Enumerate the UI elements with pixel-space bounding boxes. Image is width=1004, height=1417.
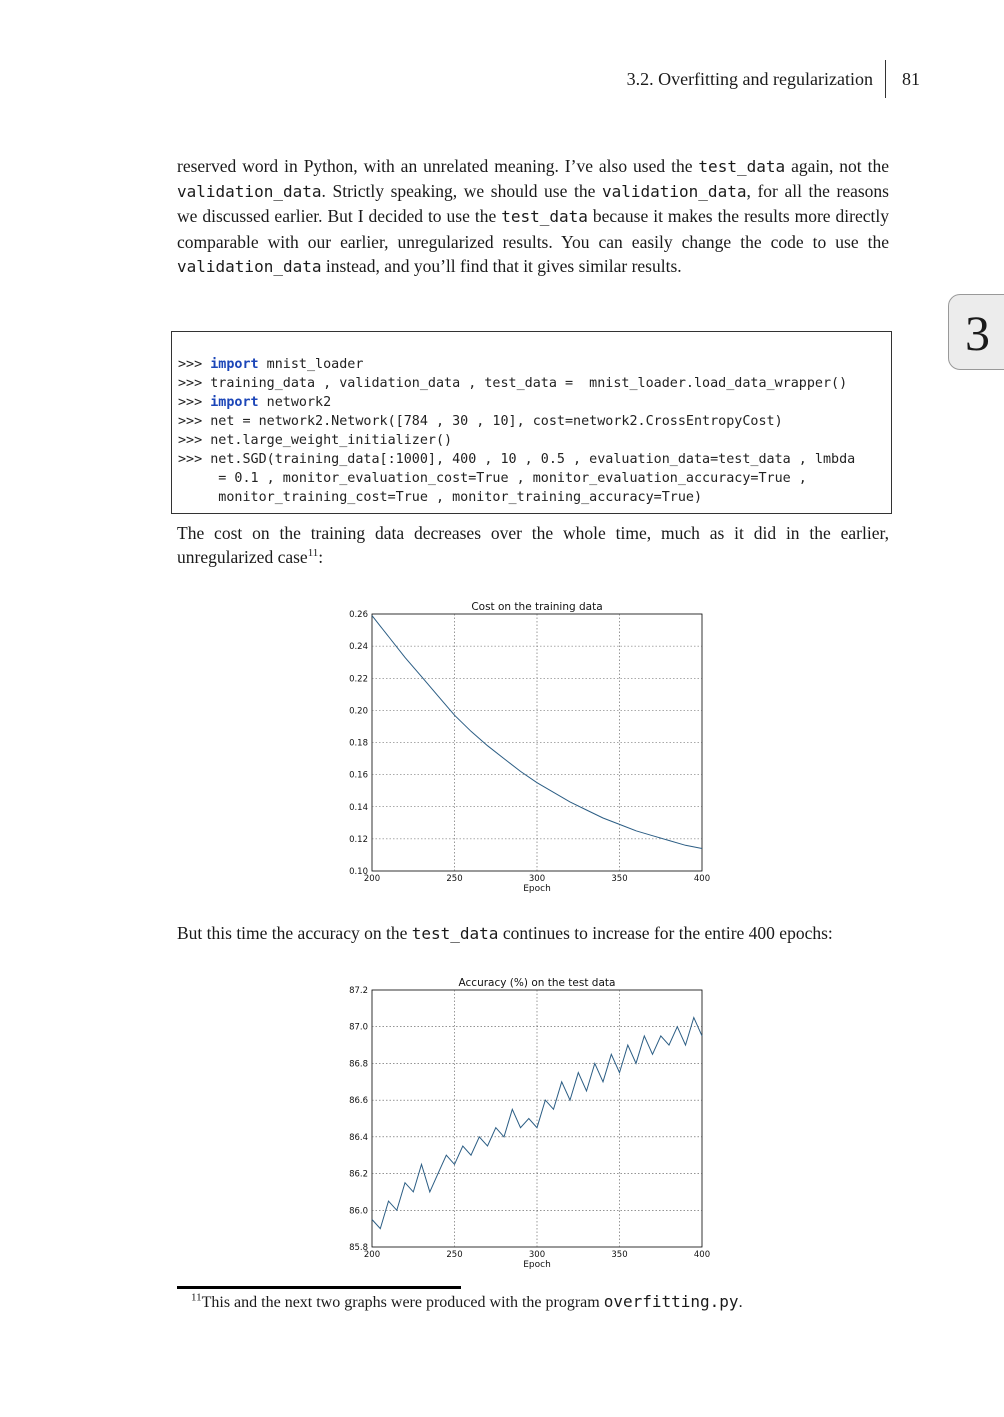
code-line: monitor_training_cost=True , monitor_tra… — [178, 490, 703, 505]
y-tick-label: 0.14 — [349, 803, 368, 813]
footnote-ref: 11 — [307, 547, 319, 560]
x-tick-label: 250 — [446, 1250, 462, 1260]
y-tick-label: 86.2 — [349, 1170, 368, 1180]
code-line: = 0.1 , monitor_evaluation_cost=True , m… — [178, 471, 807, 486]
footnote-end: . — [738, 1294, 743, 1311]
text-run: reserved word in Python, with an unrelat… — [177, 156, 699, 176]
y-tick-label: 86.8 — [349, 1059, 368, 1069]
x-axis-label: Epoch — [523, 884, 551, 894]
code-prompt: >>> — [178, 395, 211, 410]
code-listing: >>> import mnist_loader >>> training_data… — [171, 331, 892, 514]
text-run: But this time the accuracy on the — [177, 923, 412, 943]
paragraph-cost: The cost on the training data decreases … — [177, 521, 889, 569]
text-run: because it makes the results more direct… — [177, 206, 889, 252]
y-tick-label: 0.26 — [349, 610, 368, 620]
x-tick-label: 250 — [446, 874, 462, 884]
footnote: 11This and the next two graphs were prod… — [191, 1292, 743, 1312]
y-tick-label: 0.16 — [349, 771, 368, 781]
text-run: instead, and you’ll find that it gives s… — [321, 255, 682, 276]
text-run: . Strictly speaking, we should use the — [321, 181, 602, 202]
code-text: network2 — [258, 395, 332, 410]
series-line — [371, 615, 703, 849]
code-line: >>> net.SGD(training_data[:1000], 400 , … — [178, 452, 856, 467]
chapter-tab: 3 — [948, 294, 1004, 370]
y-tick-label: 0.22 — [349, 674, 368, 684]
footnote-text: This and the next two graphs were produc… — [201, 1294, 604, 1311]
y-tick-label: 0.24 — [349, 642, 368, 652]
series-line — [371, 1016, 703, 1230]
text-run: , for all the reasons we discussed earli… — [177, 181, 889, 227]
code-line: >>> import network2 — [178, 393, 891, 412]
cost-chart: Cost on the training data 200 250 300 350 400… — [330, 596, 720, 896]
paragraph-accuracy: But this time the accuracy on the test_d… — [177, 921, 889, 946]
y-tick-label: 0.20 — [349, 706, 368, 716]
text-run: again, not the — [785, 156, 889, 176]
x-tick-label: 200 — [364, 1250, 380, 1260]
x-tick-label: 300 — [529, 874, 545, 884]
inline-code: validation_data — [177, 182, 322, 202]
footnote-rule — [177, 1286, 461, 1289]
inline-code: validation_data — [177, 256, 322, 276]
code-line: >>> import mnist_loader — [178, 355, 891, 374]
inline-code: test_data — [698, 157, 786, 176]
x-tick-label: 350 — [611, 874, 627, 884]
y-tick-label: 0.10 — [349, 867, 368, 877]
page-number: 81 — [902, 68, 920, 89]
chart-title: Accuracy (%) on the test data — [459, 977, 616, 989]
paragraph-intro: reserved word in Python, with an unrelat… — [177, 154, 889, 279]
code-line: >>> training_data , validation_data , te… — [178, 376, 848, 391]
y-tick-label: 87.2 — [349, 986, 368, 996]
accuracy-chart-svg: Accuracy (%) on the test data 200 250 300 35… — [349, 977, 710, 1270]
code-text: mnist_loader — [258, 357, 364, 372]
y-tick-label: 87.0 — [349, 1023, 368, 1033]
header-divider — [885, 60, 886, 98]
y-tick-label: 86.6 — [349, 1096, 368, 1106]
y-tick-label: 0.18 — [349, 739, 368, 749]
code-keyword: import — [210, 357, 259, 372]
inline-code: test_data — [411, 924, 499, 943]
inline-code: validation_data — [601, 182, 747, 202]
x-tick-label: 350 — [611, 1250, 627, 1260]
footnote-code: overfitting.py — [603, 1292, 739, 1311]
x-tick-label: 200 — [364, 874, 380, 884]
x-tick-label: 300 — [529, 1250, 545, 1260]
y-tick-label: 86.4 — [349, 1133, 368, 1143]
inline-code: test_data — [501, 207, 588, 227]
x-tick-label: 400 — [694, 874, 710, 884]
x-tick-label: 400 — [694, 1250, 710, 1260]
cost-chart-svg: Cost on the training data 200 250 300 350 400… — [349, 601, 710, 894]
code-line: >>> net.large_weight_initializer() — [178, 433, 453, 448]
x-axis-label: Epoch — [523, 1260, 551, 1270]
code-line: >>> net = network2.Network([784 , 30 , 1… — [178, 414, 783, 429]
section-title: 3.2. Overfitting and regularization — [626, 68, 873, 89]
code-keyword: import — [210, 395, 259, 410]
code-prompt: >>> — [178, 357, 211, 372]
text-run: The cost on the training data decreases … — [177, 523, 889, 568]
accuracy-chart: Accuracy (%) on the test data 200 250 300 35… — [330, 972, 720, 1272]
y-tick-label: 86.0 — [349, 1206, 368, 1216]
chart-title: Cost on the training data — [471, 601, 602, 613]
footnote-mark: 11 — [191, 1291, 202, 1304]
y-tick-label: 85.8 — [349, 1243, 368, 1253]
text-run: : — [318, 547, 324, 568]
y-tick-label: 0.12 — [349, 835, 368, 845]
running-header: 3.2. Overfitting and regularization 81 — [627, 60, 920, 98]
text-run: continues to increase for the entire 400… — [498, 923, 833, 943]
